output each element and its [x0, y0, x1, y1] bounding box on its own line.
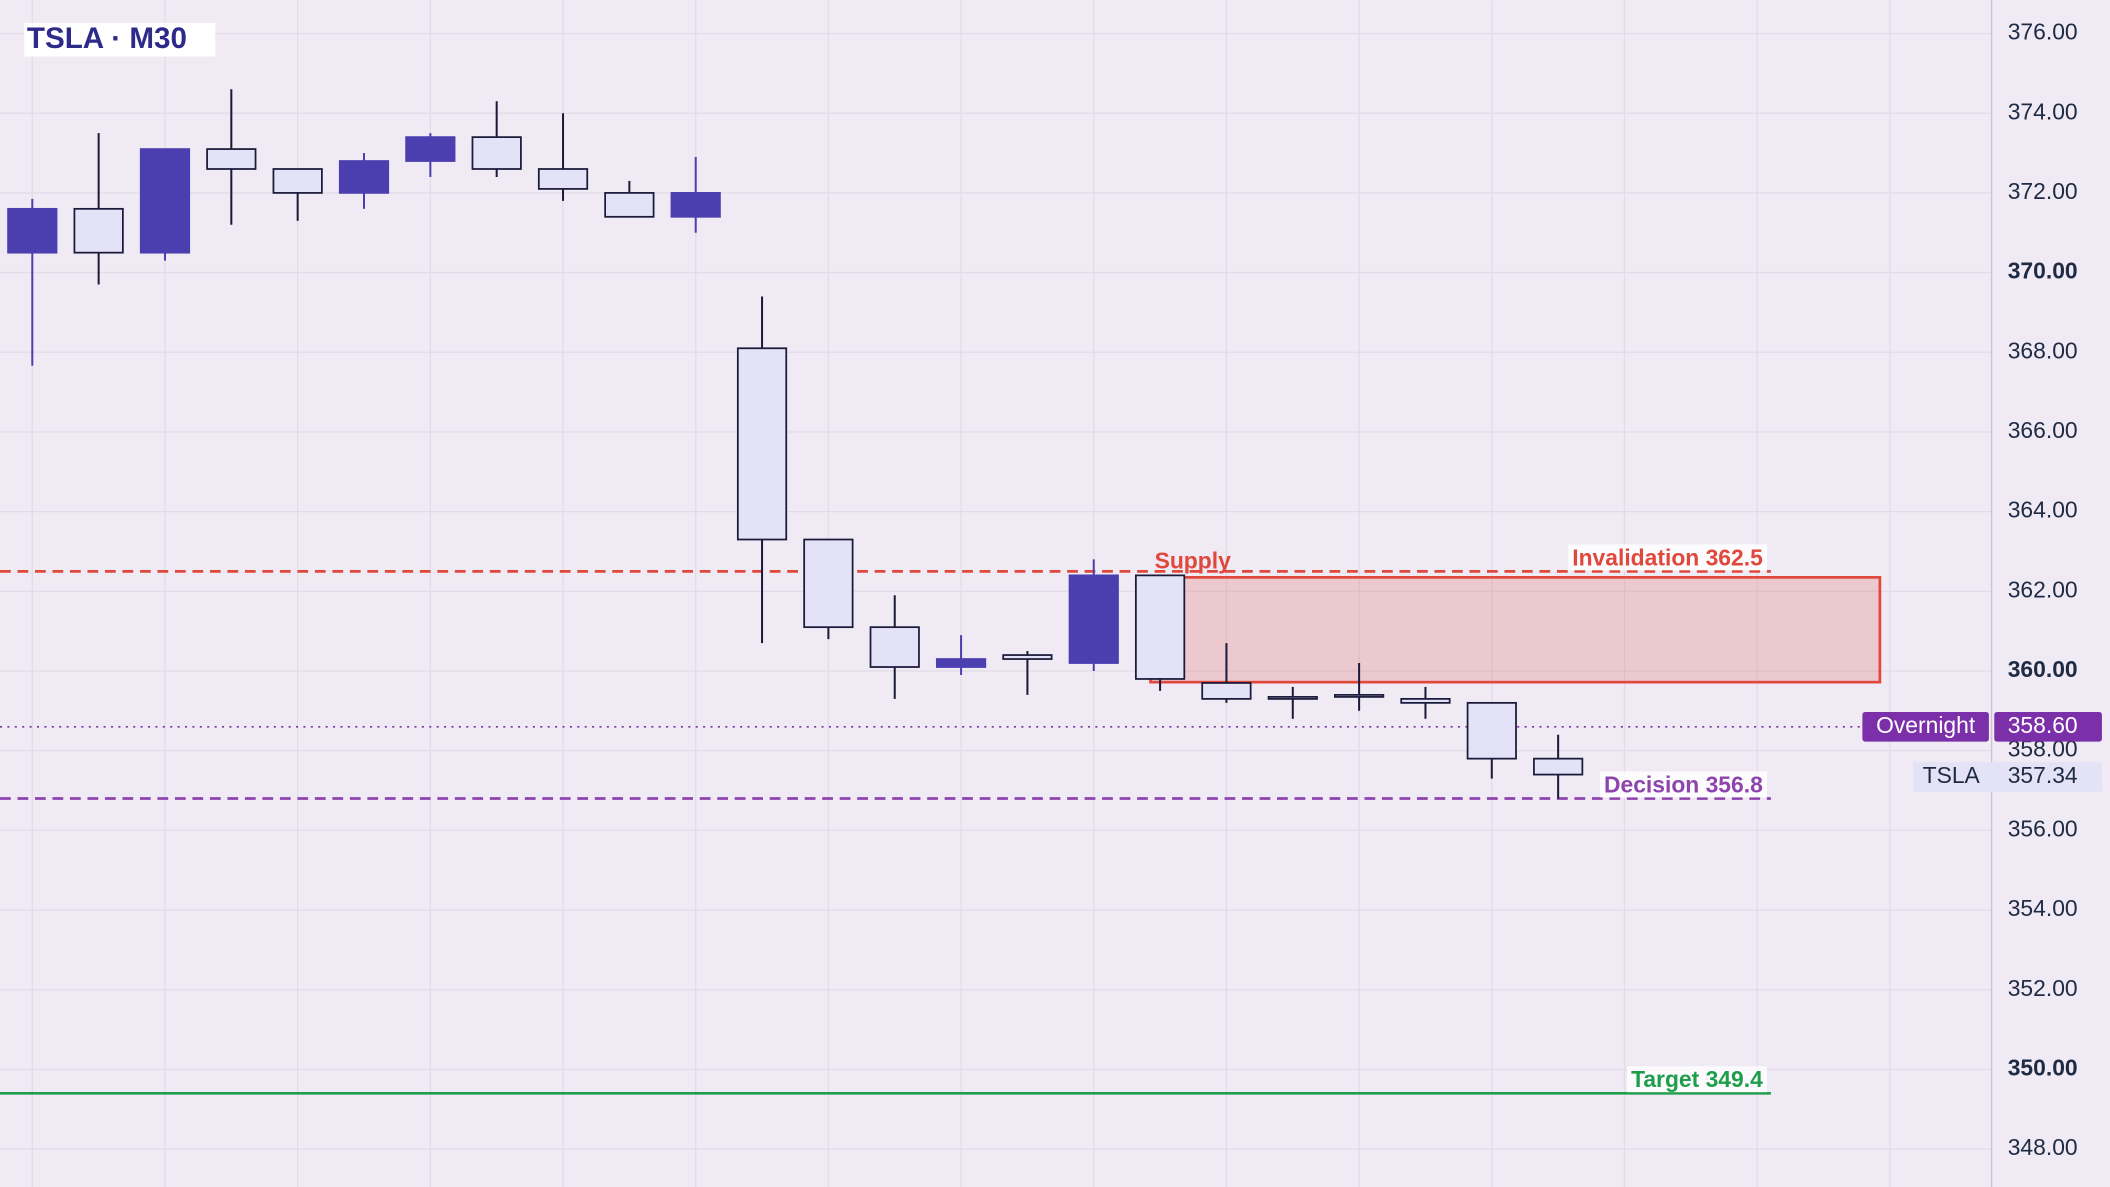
candle-body: [1201, 682, 1252, 700]
level-label-bg: [1599, 771, 1768, 798]
candle-body: [1533, 757, 1584, 776]
candle-body: [604, 192, 655, 218]
tag-name-box: [1862, 711, 1989, 742]
candle-body: [1068, 574, 1119, 664]
y-tick-label: 372.00: [2008, 178, 2078, 204]
title-box: [24, 22, 216, 57]
y-tick-label: 376.00: [2008, 19, 2078, 45]
tag-name: TSLA: [1923, 762, 1981, 788]
candle-body: [405, 136, 456, 162]
level-label: Invalidation 362.5: [1572, 544, 1763, 570]
level-label-bg: [1568, 544, 1768, 571]
candle-body: [272, 168, 323, 194]
candle-body: [1002, 654, 1053, 660]
y-tick-label: 370.00: [2008, 258, 2078, 284]
candle-body: [869, 626, 920, 668]
candle-body: [537, 168, 589, 190]
candle-body: [1334, 694, 1385, 698]
candle-body: [1400, 698, 1451, 704]
candle-body: [736, 347, 788, 541]
candle-body: [1134, 574, 1186, 680]
tag-value: 358.60: [2008, 712, 2078, 738]
candle-body: [670, 192, 721, 218]
y-tick-label: 354.00: [2008, 895, 2078, 921]
candles-layer: [7, 89, 1584, 799]
y-tick-label: 360.00: [2008, 656, 2078, 682]
candle-body: [7, 207, 58, 254]
y-tick-label: 362.00: [2008, 576, 2078, 602]
candle-body: [139, 148, 191, 254]
y-tick-label: 368.00: [2008, 337, 2078, 363]
level-label: Target 349.4: [1631, 1066, 1763, 1092]
y-tick-label: 348.00: [2008, 1134, 2078, 1160]
zone-label: Supply: [1155, 548, 1231, 574]
candle-body: [803, 538, 854, 629]
level-label-bg: [1627, 1066, 1768, 1093]
supply-zone: [1149, 576, 1882, 684]
candle-body: [73, 207, 124, 254]
candle-body: [338, 160, 390, 194]
level-label: Decision 356.8: [1604, 771, 1763, 797]
candle-body: [935, 658, 987, 668]
y-tick-label: 350.00: [2008, 1054, 2078, 1080]
y-tick-label: 356.00: [2008, 815, 2078, 841]
zone-layer: Supply: [1149, 548, 1882, 684]
tag-value: 357.34: [2008, 762, 2078, 788]
candle-body: [471, 136, 522, 170]
y-tick-label: 366.00: [2008, 417, 2078, 443]
tag-value-box: [1994, 711, 2102, 742]
y-tick-label: 364.00: [2008, 497, 2078, 523]
chart-title: TSLA · M30: [27, 22, 187, 55]
y-tick-label: 374.00: [2008, 98, 2078, 124]
candle-body: [206, 148, 257, 170]
tag-box: [1913, 762, 2102, 792]
levels-layer: Invalidation 362.5 Decision 356.8 Target 3…: [0, 544, 1992, 1095]
candle-body: [1267, 696, 1318, 700]
candle-body: [1466, 701, 1517, 760]
tag-name: Overnight: [1876, 712, 1976, 738]
axis-layer: 348.00350.00352.00354.00356.00358.00360.…: [1862, 19, 2102, 1160]
y-tick-label: 352.00: [2008, 975, 2078, 1001]
